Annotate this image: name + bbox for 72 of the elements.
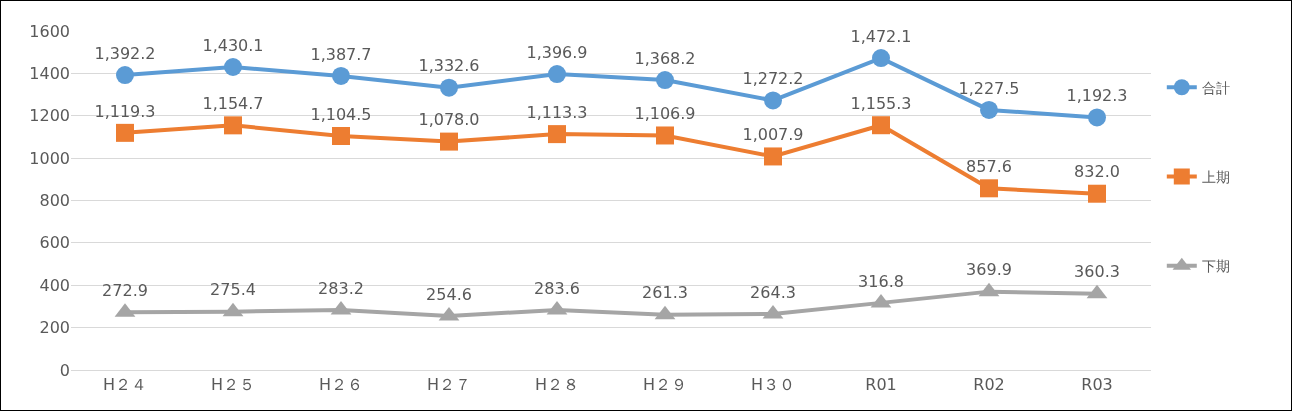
- data-label: 1,078.0: [418, 110, 480, 130]
- data-label: 857.6: [966, 157, 1012, 177]
- data-label: 1,119.3: [94, 101, 156, 121]
- point: [440, 78, 458, 97]
- y-tick-label: 800: [39, 191, 70, 211]
- point: [440, 132, 458, 151]
- data-label: 254.6: [426, 284, 472, 304]
- point: [980, 179, 998, 198]
- point: [656, 126, 674, 145]
- data-label: 283.2: [318, 278, 364, 298]
- point: [548, 65, 566, 84]
- data-label: 1,368.2: [634, 48, 696, 68]
- y-tick-label: 400: [39, 275, 70, 295]
- data-label: 272.9: [102, 280, 148, 300]
- x-tick-label: H２６: [318, 375, 364, 395]
- point: [872, 116, 890, 135]
- data-label: 1,392.2: [94, 43, 156, 63]
- data-label: 264.3: [750, 282, 796, 302]
- data-label: 1,332.6: [418, 56, 480, 76]
- point: [872, 49, 890, 68]
- data-label: 1,192.3: [1066, 86, 1128, 106]
- y-tick-label: 1200: [29, 106, 70, 126]
- data-label: 316.8: [858, 271, 904, 291]
- x-tick-label: H２７: [426, 375, 472, 395]
- data-label: 1,430.1: [202, 35, 264, 55]
- x-tick-label: R02: [973, 375, 1005, 395]
- data-label: 1,272.2: [742, 69, 804, 89]
- point: [1088, 108, 1106, 127]
- y-tick-label: 1600: [29, 21, 70, 41]
- point: [656, 71, 674, 90]
- point: [1088, 184, 1106, 203]
- data-label: 1,104.5: [310, 104, 372, 124]
- data-label: 275.4: [210, 280, 256, 300]
- data-label: 1,387.7: [310, 44, 372, 64]
- legend-label: 上期: [1201, 168, 1230, 185]
- x-tick-label: H２５: [210, 375, 256, 395]
- point: [224, 116, 242, 135]
- data-label: 369.9: [966, 260, 1012, 280]
- y-tick-label: 0: [59, 360, 70, 380]
- x-tick-label: H２９: [642, 375, 688, 395]
- data-label: 832.0: [1074, 162, 1120, 182]
- x-tick-label: H２４: [102, 375, 148, 395]
- data-label: 1,113.3: [526, 102, 588, 122]
- data-label: 1,007.9: [742, 125, 804, 145]
- point: [332, 66, 350, 85]
- data-label: 261.3: [642, 283, 688, 303]
- point: [548, 125, 566, 144]
- x-tick-label: R03: [1081, 375, 1113, 395]
- legend-label: 合計: [1201, 79, 1230, 96]
- point: [980, 100, 998, 119]
- y-tick-label: 1400: [29, 63, 70, 83]
- y-tick-label: 1000: [29, 148, 70, 168]
- point: [764, 91, 782, 110]
- x-tick-label: R01: [865, 375, 897, 395]
- point: [764, 147, 782, 166]
- data-label: 1,472.1: [850, 26, 912, 46]
- point: [224, 58, 242, 76]
- data-label: 1,227.5: [958, 78, 1020, 98]
- data-label: 1,106.9: [634, 104, 696, 124]
- y-tick-label: 600: [39, 233, 70, 253]
- x-tick-label: H３０: [750, 375, 796, 395]
- point: [116, 123, 134, 142]
- data-label: 1,396.9: [526, 42, 588, 62]
- y-tick-label: 200: [39, 318, 70, 338]
- data-label: 283.6: [534, 278, 580, 298]
- point: [332, 126, 350, 145]
- data-label: 1,155.3: [850, 93, 912, 113]
- data-label: 1,154.7: [202, 94, 264, 114]
- x-tick-label: H２８: [534, 375, 580, 395]
- point: [116, 66, 134, 85]
- legend-label: 下期: [1201, 258, 1230, 275]
- data-label: 360.3: [1074, 262, 1120, 282]
